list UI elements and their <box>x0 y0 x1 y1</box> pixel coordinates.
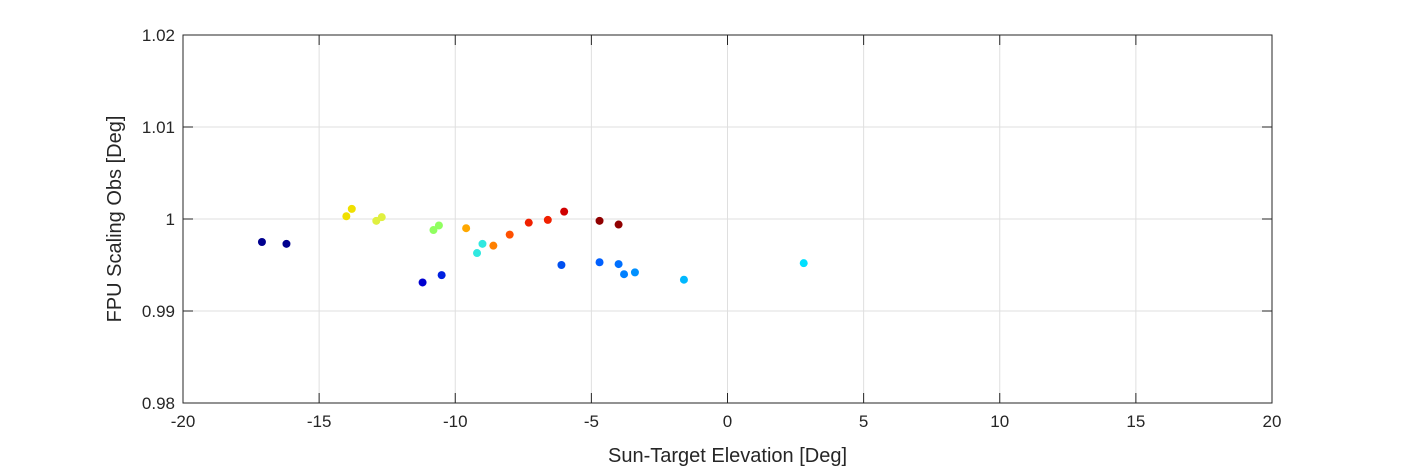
x-tick-label: 0 <box>723 412 732 431</box>
data-point <box>799 259 808 268</box>
data-points <box>257 204 808 287</box>
data-point <box>614 260 623 269</box>
x-tick-label: -5 <box>584 412 599 431</box>
tick-labels: -20 -15 -10 -5 0 5 10 15 20 0.98 0.99 1 1.01 1.02 <box>142 26 1282 431</box>
data-point <box>437 271 446 280</box>
data-point <box>679 275 688 284</box>
data-point <box>434 221 443 230</box>
x-tick-label: 10 <box>990 412 1009 431</box>
x-tick-label: 5 <box>859 412 868 431</box>
data-point <box>560 207 569 216</box>
data-point <box>478 239 487 248</box>
data-point <box>418 278 427 287</box>
y-axis-label: FPU Scaling Obs [Deg] <box>104 116 126 323</box>
data-point <box>462 224 471 233</box>
grid-lines <box>182 34 1273 404</box>
x-tick-label: -15 <box>307 412 332 431</box>
data-point <box>630 268 639 277</box>
y-tick-label: 1 <box>166 210 175 229</box>
data-point <box>524 218 533 227</box>
data-point <box>620 270 629 279</box>
x-tick-label: 20 <box>1263 412 1282 431</box>
data-point <box>377 213 386 222</box>
x-tick-label: -20 <box>171 412 196 431</box>
y-tick-label: 1.01 <box>142 118 175 137</box>
data-point <box>614 220 623 229</box>
y-tick-label: 1.02 <box>142 26 175 45</box>
data-point <box>347 204 356 213</box>
data-point <box>429 226 438 235</box>
data-point <box>342 212 351 221</box>
y-tick-label: 0.98 <box>142 394 175 413</box>
x-axis-label: Sun-Target Elevation [Deg] <box>608 445 847 467</box>
data-point <box>595 216 604 225</box>
data-point <box>257 238 266 246</box>
data-point <box>282 239 291 248</box>
data-point <box>473 249 482 258</box>
y-tick-label: 0.99 <box>142 302 175 321</box>
data-point <box>557 261 566 269</box>
data-point <box>543 215 552 224</box>
x-tick-label: -10 <box>443 412 468 431</box>
tick-marks <box>182 34 1273 404</box>
x-tick-label: 15 <box>1126 412 1145 431</box>
data-point <box>595 258 604 267</box>
data-point <box>489 241 498 250</box>
data-point <box>505 230 514 239</box>
